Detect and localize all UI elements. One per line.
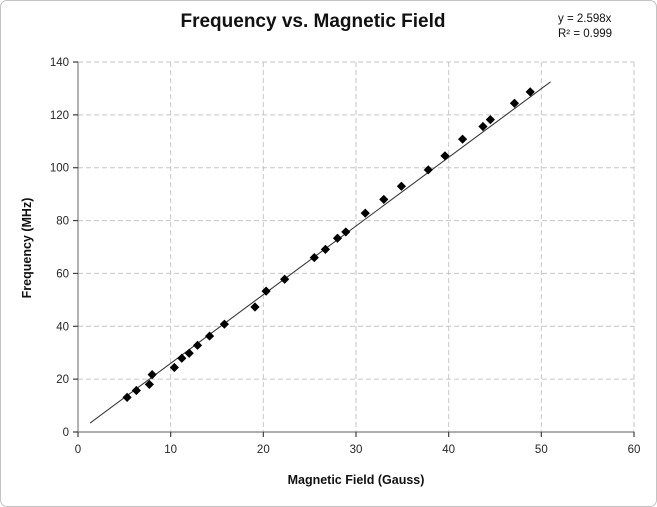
trendline — [89, 81, 551, 424]
data-point-marker — [204, 331, 215, 341]
y-tick-label: 20 — [56, 374, 69, 386]
data-point-marker — [250, 302, 260, 312]
data-point-marker — [131, 385, 141, 396]
x-tick-label: 60 — [628, 444, 641, 456]
x-tick-label: 30 — [350, 444, 363, 456]
data-point-marker — [440, 151, 450, 161]
y-tick-label: 40 — [56, 321, 69, 333]
data-point-marker — [280, 274, 290, 284]
y-tick-label: 60 — [56, 268, 69, 280]
trendline-label: y = 2.598x R² = 0.999 — [558, 12, 612, 42]
data-point-marker — [423, 165, 433, 175]
data-point-marker — [184, 348, 194, 358]
trendline-equation-text: y = 2.598x — [558, 13, 612, 25]
data-point-marker — [177, 353, 187, 363]
data-point-marker — [457, 134, 468, 144]
x-tick-label: 10 — [164, 444, 177, 456]
data-point-marker — [332, 233, 343, 243]
trendline-r-squared-text: R² = 0.999 — [558, 28, 613, 40]
data-point-marker — [261, 286, 271, 296]
data-point-marker — [147, 370, 157, 380]
x-tick-label: 0 — [75, 444, 81, 456]
data-point-marker — [485, 115, 495, 125]
x-axis-title: Magnetic Field (Gauss) — [287, 473, 425, 487]
y-tick-label: 80 — [56, 216, 69, 228]
y-tick-label: 120 — [50, 110, 69, 122]
x-tick-label: 40 — [442, 444, 455, 456]
x-tick-label: 20 — [257, 444, 270, 456]
chart-title: Frequency vs. Magnetic Field — [180, 11, 446, 32]
x-tick-label: 50 — [535, 444, 548, 456]
data-point-marker — [122, 392, 132, 402]
data-point-marker — [525, 87, 535, 97]
data-point-marker — [396, 181, 407, 191]
y-tick-label: 100 — [50, 163, 69, 175]
data-point-marker — [169, 362, 179, 373]
data-point-marker — [309, 252, 319, 263]
data-point-marker — [192, 340, 203, 350]
y-tick-label: 140 — [50, 57, 69, 69]
data-point-marker — [379, 194, 389, 205]
data-point-marker — [144, 379, 154, 390]
data-point-marker — [478, 121, 488, 132]
data-point-marker — [341, 227, 351, 237]
y-tick-label: 0 — [63, 427, 69, 439]
data-point-marker — [320, 244, 331, 254]
data-point-marker — [360, 208, 370, 218]
y-axis-title: Frequency (MHz) — [20, 197, 34, 299]
data-point-marker — [509, 98, 520, 108]
data-point-marker — [219, 319, 230, 329]
